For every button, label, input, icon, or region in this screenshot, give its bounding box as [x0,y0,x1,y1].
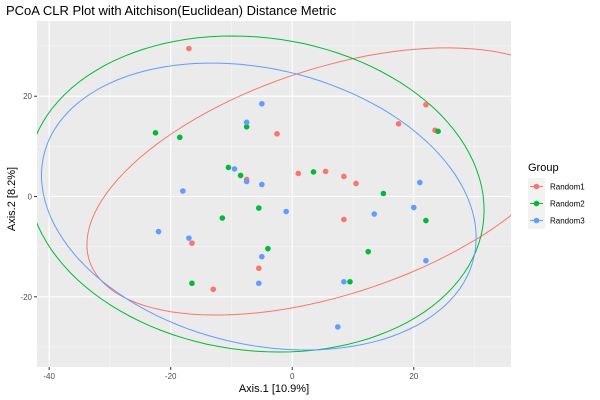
data-point [417,179,423,186]
series-random3 [155,100,429,330]
data-point [365,248,371,255]
data-point [265,245,271,252]
data-point [341,173,347,180]
data-point [347,278,353,285]
legend-label-random3: Random3 [550,217,585,226]
legend-label-random1: Random1 [550,183,585,192]
data-point [423,217,429,224]
data-point [180,188,186,194]
ellipse-random2 [37,35,485,353]
series-random1 [186,45,438,293]
y-tick-label: 20 [23,92,32,101]
data-point [341,216,347,223]
data-point [259,253,265,260]
data-point [186,235,192,241]
data-point [259,100,265,107]
legend-key-point [533,217,540,224]
data-point [335,324,341,330]
data-point [380,190,387,197]
data-point [435,128,441,135]
data-point [152,130,159,136]
data-point [353,180,359,187]
y-axis-title: Axis.2 [8.2%] [6,167,18,231]
x-tick-label: -20 [165,372,177,381]
x-tick-label: 0 [290,372,295,381]
legend-label-random2: Random2 [550,200,585,209]
data-point [322,168,329,175]
plot-title: PCoA CLR Plot with Aitchison(Euclidean) … [6,3,337,18]
data-point [310,169,317,175]
x-tick-label: -40 [43,372,55,381]
data-point [256,265,262,272]
data-point [395,120,402,127]
data-point [341,278,347,285]
data-point [189,280,195,287]
data-point [186,45,192,52]
y-tick-label: 0 [28,193,33,202]
plot-panel: -40 -20 0 20 -20 0 20 [20,21,511,381]
x-tick-label: 20 [409,372,418,381]
data-point [295,170,302,177]
data-point [231,166,238,172]
legend-title: Group [528,162,559,174]
panel-background [37,21,511,367]
data-point [243,124,250,130]
data-point [256,205,262,211]
data-point [283,208,289,215]
legend: Group Random1 Random2 Random3 [528,162,585,229]
data-point [210,286,217,293]
ellipse-layer [37,35,511,353]
data-point [225,164,232,171]
data-point [256,280,262,287]
data-point [189,240,195,246]
ellipse-random3 [41,62,477,351]
legend-key-point [533,200,540,207]
data-point [410,204,417,211]
data-point [371,211,378,217]
legend-key-point [533,183,540,190]
data-point [243,119,250,126]
x-axis-title: Axis.1 [10.9%] [239,383,309,395]
data-point [237,172,244,179]
data-point [219,215,226,221]
data-point [423,101,429,108]
data-point [423,257,429,264]
data-point [259,181,265,188]
data-point [274,131,280,137]
ellipse-random1 [86,47,511,316]
y-tick-label: -20 [20,293,32,302]
data-point [155,228,162,235]
data-point [177,134,183,141]
data-point [243,178,250,185]
series-random2 [152,124,441,287]
